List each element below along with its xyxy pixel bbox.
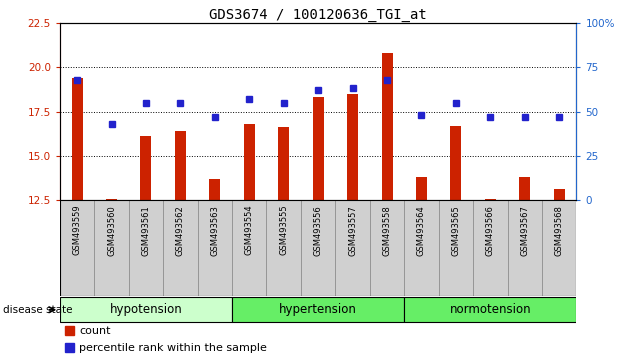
Text: GSM493564: GSM493564: [417, 205, 426, 256]
Text: count: count: [79, 326, 111, 336]
Bar: [416, 177, 427, 200]
Text: disease state: disease state: [3, 305, 72, 315]
Bar: [106, 199, 117, 200]
Bar: [65, 343, 74, 353]
Text: GSM493561: GSM493561: [142, 205, 151, 256]
Text: GSM493557: GSM493557: [348, 205, 357, 256]
Bar: [232, 200, 266, 296]
Bar: [65, 326, 74, 335]
Bar: [244, 124, 255, 200]
Bar: [175, 131, 186, 200]
Bar: [129, 200, 163, 296]
Text: GSM493566: GSM493566: [486, 205, 495, 256]
Bar: [232, 297, 404, 322]
Text: GSM493558: GSM493558: [382, 205, 391, 256]
Bar: [60, 297, 232, 322]
Bar: [347, 94, 358, 200]
Bar: [438, 200, 473, 296]
Bar: [508, 200, 542, 296]
Text: GSM493568: GSM493568: [555, 205, 564, 256]
Title: GDS3674 / 100120636_TGI_at: GDS3674 / 100120636_TGI_at: [209, 8, 427, 22]
Bar: [94, 200, 129, 296]
Bar: [450, 126, 461, 200]
Text: GSM493567: GSM493567: [520, 205, 529, 256]
Bar: [404, 297, 576, 322]
Bar: [404, 200, 438, 296]
Bar: [163, 200, 198, 296]
Text: percentile rank within the sample: percentile rank within the sample: [79, 343, 267, 353]
Bar: [485, 199, 496, 200]
Text: hypotension: hypotension: [110, 303, 182, 316]
Bar: [382, 53, 392, 200]
Text: hypertension: hypertension: [279, 303, 357, 316]
Text: GSM493554: GSM493554: [245, 205, 254, 256]
Text: GSM493563: GSM493563: [210, 205, 219, 256]
Bar: [542, 200, 576, 296]
Bar: [370, 200, 404, 296]
Text: GSM493556: GSM493556: [314, 205, 323, 256]
Text: GSM493559: GSM493559: [72, 205, 81, 256]
Bar: [198, 200, 232, 296]
Bar: [335, 200, 370, 296]
Bar: [140, 136, 151, 200]
Bar: [266, 200, 301, 296]
Text: GSM493555: GSM493555: [279, 205, 288, 256]
Bar: [278, 127, 289, 200]
Text: GSM493562: GSM493562: [176, 205, 185, 256]
Bar: [554, 189, 564, 200]
Bar: [519, 177, 530, 200]
Text: normotension: normotension: [450, 303, 531, 316]
Bar: [473, 200, 508, 296]
Bar: [72, 78, 83, 200]
Bar: [301, 200, 335, 296]
Bar: [312, 97, 324, 200]
Text: GSM493565: GSM493565: [452, 205, 461, 256]
Bar: [60, 200, 94, 296]
Text: GSM493560: GSM493560: [107, 205, 116, 256]
Bar: [209, 179, 220, 200]
